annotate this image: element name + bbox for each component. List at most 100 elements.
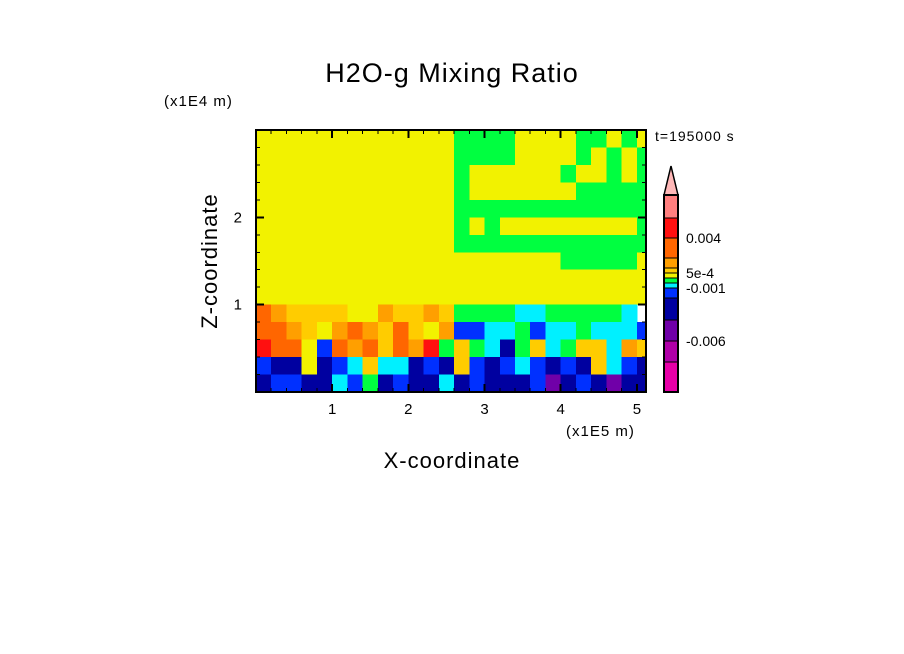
heatmap-cell — [286, 234, 303, 253]
colorbar-extend-arrow — [663, 165, 679, 196]
heatmap-cell — [256, 374, 272, 392]
heatmap-cell — [271, 217, 287, 236]
heatmap-cell — [636, 147, 646, 166]
heatmap-cell — [286, 339, 303, 358]
heatmap-cell — [271, 287, 287, 306]
heatmap-cell — [575, 287, 592, 306]
heatmap-cell — [423, 357, 440, 376]
heatmap-cell — [606, 147, 623, 166]
heatmap-cell — [377, 304, 394, 323]
heatmap-cell — [560, 182, 577, 201]
heatmap-cell — [408, 234, 425, 253]
heatmap-cell — [514, 217, 531, 236]
heatmap-cell — [530, 147, 546, 166]
heatmap-cell — [423, 130, 440, 148]
heatmap-cell — [301, 164, 318, 183]
heatmap-cell — [621, 304, 638, 323]
heatmap-cell — [362, 374, 379, 392]
heatmap-cell — [454, 252, 470, 271]
heatmap-cell — [575, 217, 592, 236]
heatmap-cell — [606, 252, 623, 271]
colorbar-segment — [663, 361, 679, 393]
heatmap-cell — [347, 182, 364, 201]
heatmap-cell — [332, 199, 348, 218]
heatmap-cell — [347, 234, 364, 253]
heatmap-cell — [469, 322, 486, 341]
heatmap-cell — [423, 339, 440, 358]
heatmap-cell — [591, 269, 607, 288]
colorbar-segment — [663, 272, 679, 279]
heatmap-cell — [377, 164, 394, 183]
heatmap-cell — [499, 374, 516, 392]
heatmap-cell — [393, 339, 409, 358]
heatmap-cell — [621, 164, 638, 183]
colorbar-label: -0.006 — [686, 333, 726, 349]
heatmap-cell — [332, 217, 348, 236]
heatmap-cell — [438, 217, 455, 236]
heatmap-cell — [469, 374, 486, 392]
heatmap-cell — [347, 147, 364, 166]
heatmap-cell — [454, 269, 470, 288]
heatmap-cell — [301, 234, 318, 253]
colorbar-segment — [663, 277, 679, 284]
heatmap-cell — [438, 322, 455, 341]
heatmap-cell — [256, 252, 272, 271]
heatmap-cell — [499, 322, 516, 341]
heatmap-cell — [393, 217, 409, 236]
heatmap-cell — [545, 322, 562, 341]
heatmap-cell — [393, 147, 409, 166]
heatmap-cell — [438, 339, 455, 358]
heatmap-cell — [362, 357, 379, 376]
heatmap-cell — [530, 164, 546, 183]
colorbar-segment — [663, 267, 679, 274]
heatmap-cell — [423, 217, 440, 236]
heatmap-cell — [454, 217, 470, 236]
heatmap-cell — [408, 199, 425, 218]
heatmap-cell — [514, 374, 531, 392]
heatmap-cell — [621, 252, 638, 271]
heatmap-cell — [514, 287, 531, 306]
heatmap-cell — [499, 182, 516, 201]
heatmap-cell — [256, 182, 272, 201]
heatmap-cell — [347, 339, 364, 358]
heatmap-cell — [393, 130, 409, 148]
heatmap-cell — [575, 322, 592, 341]
heatmap-cell — [606, 199, 623, 218]
heatmap-cell — [347, 322, 364, 341]
heatmap-cell — [499, 199, 516, 218]
heatmap-cell — [316, 164, 333, 183]
heatmap-cell — [301, 322, 318, 341]
heatmap-cell — [606, 234, 623, 253]
heatmap-cell — [545, 252, 562, 271]
heatmap-cell — [316, 357, 333, 376]
heatmap-cell — [514, 199, 531, 218]
heatmap-cell — [484, 357, 501, 376]
heatmap-cell — [393, 234, 409, 253]
heatmap-cell — [621, 182, 638, 201]
heatmap-cell — [530, 287, 546, 306]
heatmap-cell — [545, 182, 562, 201]
heatmap-cell — [256, 217, 272, 236]
heatmap-cell — [469, 182, 486, 201]
heatmap-cell — [591, 234, 607, 253]
heatmap-cell — [362, 199, 379, 218]
heatmap-cell — [560, 357, 577, 376]
heatmap-cell — [454, 339, 470, 358]
heatmap-cell — [316, 147, 333, 166]
colorbar-segment — [663, 194, 679, 219]
heatmap-cell — [499, 147, 516, 166]
heatmap-cell — [316, 252, 333, 271]
heatmap-cell — [636, 287, 646, 306]
heatmap-cell — [530, 269, 546, 288]
heatmap-cell — [636, 252, 646, 271]
heatmap-cell — [316, 130, 333, 148]
heatmap-cell — [301, 182, 318, 201]
heatmap-cell — [530, 357, 546, 376]
heatmap-cell — [286, 304, 303, 323]
heatmap-cell — [377, 287, 394, 306]
heatmap-cell — [591, 339, 607, 358]
colorbar-segment — [663, 237, 679, 259]
colorbar-segment — [663, 297, 679, 321]
heatmap-cell — [606, 339, 623, 358]
